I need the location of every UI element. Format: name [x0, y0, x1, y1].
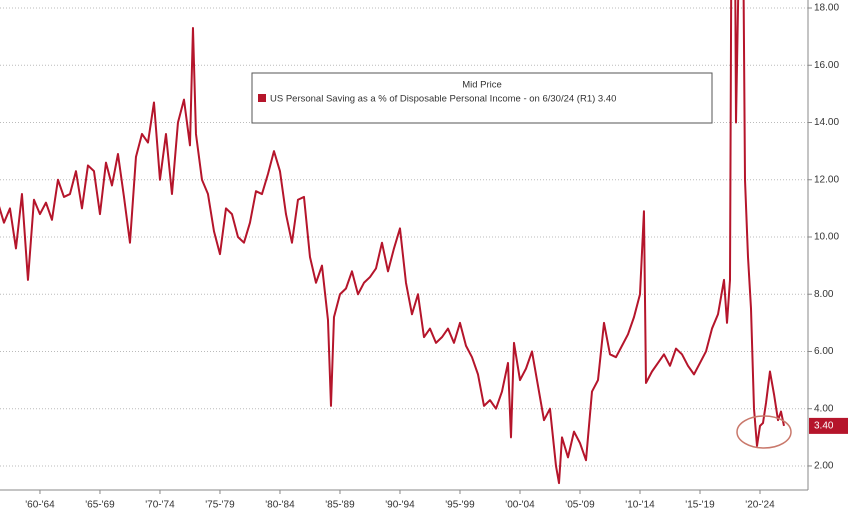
series-line	[0, 0, 785, 485]
x-tick-label: '10-'14	[625, 500, 655, 511]
highlight-ellipse	[736, 415, 792, 449]
x-tick-label: '75-'79	[205, 500, 235, 511]
x-tick-label: '70-'74	[145, 500, 175, 511]
legend-title: Mid Price	[462, 80, 502, 91]
y-tick-label: 12.00	[814, 174, 839, 185]
legend-box	[251, 72, 713, 124]
x-tick-label: '60-'64	[25, 500, 55, 511]
x-tick-label: '00-'04	[505, 500, 535, 511]
last-value-tag	[809, 417, 848, 434]
x-tick-label: '90-'94	[385, 500, 415, 511]
y-tick-label: 4.00	[814, 403, 834, 414]
last-value-label: 3.40	[814, 421, 834, 432]
x-tick-label: '85-'89	[325, 500, 355, 511]
y-tick-label: 2.00	[814, 461, 834, 472]
legend-swatch	[258, 94, 266, 102]
x-tick-label: '95-'99	[445, 500, 475, 511]
y-tick-label: 10.00	[814, 232, 839, 243]
x-tick-label: '65-'69	[85, 500, 115, 511]
x-tick-label: '05-'09	[565, 500, 595, 511]
y-tick-label: 18.00	[814, 3, 839, 14]
x-tick-label: '80-'84	[265, 500, 295, 511]
y-tick-label: 8.00	[814, 289, 834, 300]
x-tick-label: '15-'19	[685, 500, 715, 511]
legend-entry: US Personal Saving as a % of Disposable …	[270, 94, 616, 105]
y-tick-label: 14.00	[814, 117, 839, 128]
y-tick-label: 16.00	[814, 60, 839, 71]
y-tick-label: 6.00	[814, 346, 834, 357]
x-tick-label: '20-'24	[745, 500, 775, 511]
